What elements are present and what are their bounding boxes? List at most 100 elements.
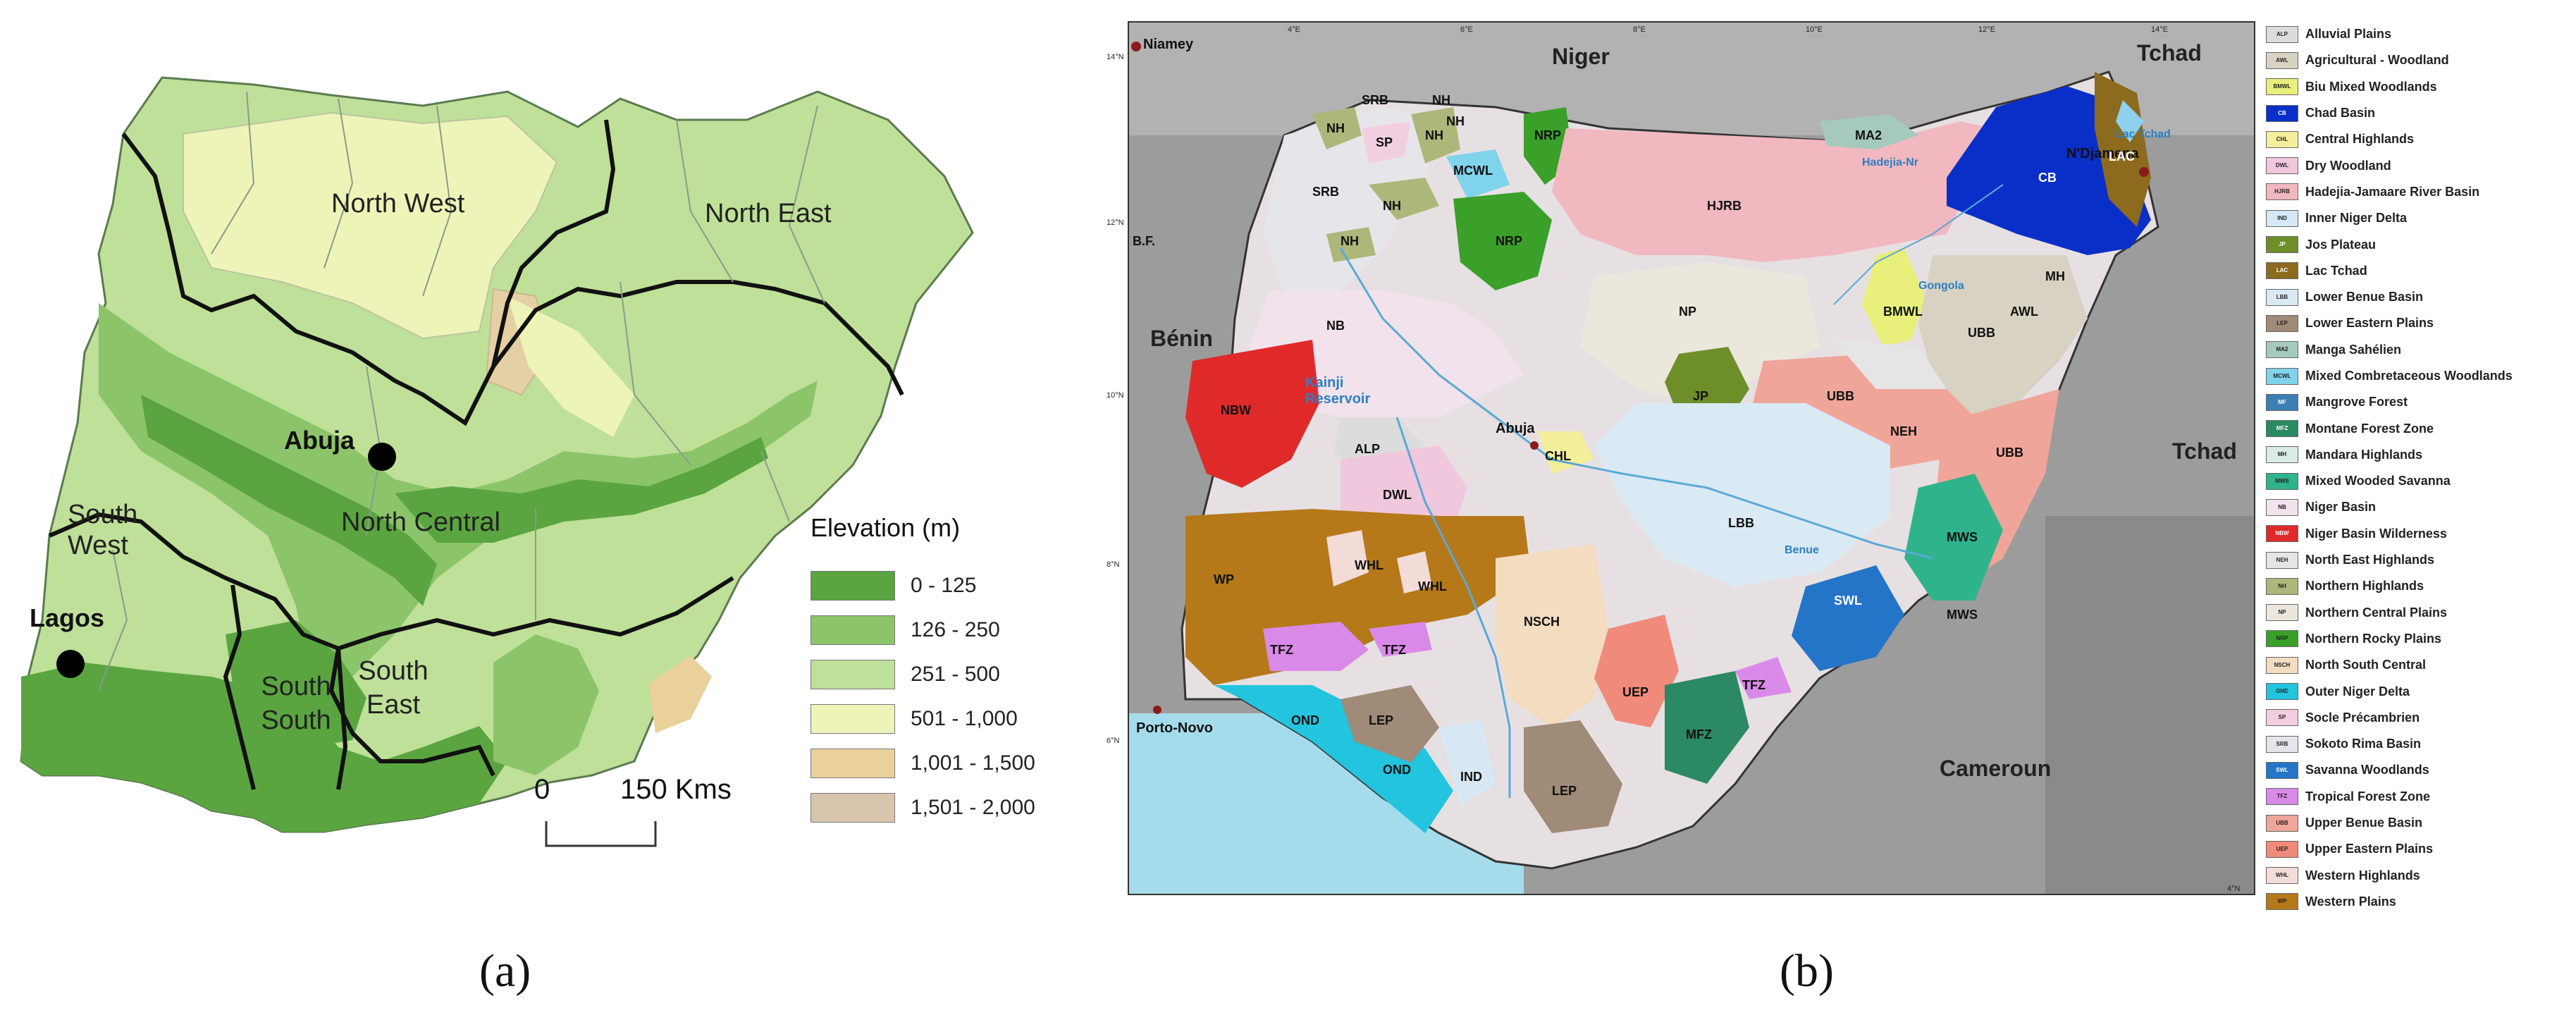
elevation-legend-item: 126 - 250 <box>811 615 1000 645</box>
legend-label: Northern Highlands <box>2305 579 2424 593</box>
legend-label: Mixed Wooded Savanna <box>2305 474 2451 488</box>
legend-item-mcwl: MCWL Mixed Combretaceous Woodlands <box>2266 363 2513 389</box>
country-label-tchad-east: Tchad <box>2172 438 2237 464</box>
legend-label: Lac Tchad <box>2305 263 2367 278</box>
zone-label-uep: UEP <box>1622 685 1649 699</box>
legend-swatch: CB <box>2266 104 2298 122</box>
legend-swatch: NEH <box>2266 551 2298 569</box>
ecological-zones-legend: ALP Alluvial Plains AWL Agricultural - Wood… <box>2266 21 2513 915</box>
zone-label-bmwl: BMWL <box>1883 304 1923 319</box>
legend-item-mh: MH Mandara Highlands <box>2266 442 2513 468</box>
zone-label-whl: WHL <box>1418 579 1447 593</box>
lat-tick: 8°N <box>1107 560 1120 569</box>
city-marker-lagos <box>56 650 85 678</box>
legend-item-lbb: LBB Lower Benue Basin <box>2266 284 2513 310</box>
zone-label-nrp: NRP <box>1534 128 1562 142</box>
city-label-porto-novo: Porto-Novo <box>1136 720 1213 736</box>
zone-label-lep: LEP <box>1369 713 1394 727</box>
legend-swatch: AWL <box>2266 51 2298 69</box>
legend-swatch: LBB <box>2266 288 2298 306</box>
legend-label: Montane Forest Zone <box>2305 421 2434 436</box>
zone-label-nrp: NRP <box>1496 234 1523 248</box>
city-label-ndjamena: N'Djamena <box>2066 146 2139 161</box>
legend-label: Upper Benue Basin <box>2305 816 2423 830</box>
legend-label: Northern Central Plains <box>2305 605 2448 620</box>
legend-item-tfz: TFZ Tropical Forest Zone <box>2266 784 2513 810</box>
legend-item-whl: WHL Western Highlands <box>2266 863 2513 889</box>
lat-tick: 12°N <box>1107 219 1124 227</box>
zone-label-awl: AWL <box>2010 304 2038 319</box>
zone-label-ond: OND <box>1383 763 1411 777</box>
zone-label-tfz: TFZ <box>1742 678 1765 692</box>
legend-label: Western Plains <box>2305 894 2396 909</box>
legend-item-nbw: NBW Niger Basin Wilderness <box>2266 521 2513 547</box>
legend-label: Chad Basin <box>2305 106 2376 121</box>
legend-label: Northern Rocky Plains <box>2305 631 2442 646</box>
legend-swatch: NRP <box>2266 630 2298 648</box>
legend-item-dwl: DWL Dry Woodland <box>2266 152 2513 178</box>
zone-label-tfz: TFZ <box>1270 643 1293 657</box>
zone-label-nh: NH <box>1341 234 1359 248</box>
zone-label-np: NP <box>1679 304 1697 319</box>
legend-item-mws: MWS Mixed Wooded Savanna <box>2266 468 2513 494</box>
legend-swatch: MFZ <box>2266 420 2298 438</box>
lat-tick: 10°N <box>1107 391 1124 400</box>
legend-label: Socle Précambrien <box>2305 710 2420 725</box>
zone-label-nh: NH <box>1326 121 1345 135</box>
legend-swatch <box>811 793 895 823</box>
lon-tick: 14°E <box>2151 25 2168 34</box>
legend-label: Savanna Woodlands <box>2305 763 2429 777</box>
legend-label: Hadejia-Jamaare River Basin <box>2305 184 2480 199</box>
legend-item-uep: UEP Upper Eastern Plains <box>2266 836 2513 862</box>
legend-swatch: UEP <box>2266 840 2298 858</box>
ecological-zones-map: Niger Tchad Bénin Tchad Cameroun Niamey … <box>1128 21 2255 895</box>
lat-tick: 4°N <box>2227 885 2241 893</box>
zone-label-jp: JP <box>1693 389 1709 403</box>
zone-label-nh: NH <box>1446 114 1465 128</box>
legend-label: 0 - 125 <box>911 574 977 597</box>
legend-label: Lower Benue Basin <box>2305 290 2424 304</box>
legend-swatch: MF <box>2266 393 2298 411</box>
legend-label: Mangrove Forest <box>2305 395 2408 410</box>
legend-item-mf: MF Mangrove Forest <box>2266 389 2513 415</box>
zone-label-ind: IND <box>1460 770 1482 784</box>
elevation-map-panel: North West North East North Central Sout… <box>0 0 1043 997</box>
legend-label: Agricultural - Woodland <box>2305 53 2449 68</box>
elevation-legend-item: 1,501 - 2,000 <box>811 793 1035 823</box>
legend-label: Upper Eastern Plains <box>2305 842 2434 856</box>
zone-label-ma2: MA2 <box>1855 128 1882 142</box>
legend-label: Mixed Combretaceous Woodlands <box>2305 369 2513 383</box>
zone-label-dwl: DWL <box>1383 488 1412 502</box>
legend-label: Central Highlands <box>2305 132 2415 147</box>
elevation-legend-title: Elevation (m) <box>811 513 961 542</box>
region-label-north-west: North West <box>331 189 465 219</box>
legend-item-bmwl: BMWL Biu Mixed Woodlands <box>2266 74 2513 100</box>
legend-item-nrp: NRP Northern Rocky Plains <box>2266 626 2513 652</box>
panel-a-caption: (a) <box>479 945 531 997</box>
region-label-north-east: North East <box>705 199 832 228</box>
city-marker-abuja <box>368 443 396 471</box>
zone-label-nh: NH <box>1425 128 1443 142</box>
legend-label: 501 - 1,000 <box>911 707 1018 730</box>
zone-label-ond: OND <box>1291 713 1319 727</box>
legend-swatch: MH <box>2266 446 2298 464</box>
zones-map-graphic <box>1129 23 2254 894</box>
lon-tick: 12°E <box>1978 25 1995 34</box>
zone-label-srb: SRB <box>1362 93 1389 107</box>
legend-swatch: HJRB <box>2266 183 2298 201</box>
legend-swatch: DWL <box>2266 157 2298 175</box>
legend-swatch: SP <box>2266 709 2298 727</box>
elevation-legend-item: 251 - 500 <box>811 660 1000 689</box>
legend-swatch: OND <box>2266 683 2298 701</box>
zone-label-alp: ALP <box>1355 442 1380 456</box>
country-label-cameroun: Cameroun <box>1940 756 2052 781</box>
region-label-south-east: South East <box>358 656 429 720</box>
water-label-hadejia: Hadejia-Nr <box>1862 156 1919 168</box>
legend-item-ond: OND Outer Niger Delta <box>2266 678 2513 704</box>
legend-label: Outer Niger Delta <box>2305 684 2410 699</box>
legend-swatch: BMWL <box>2266 78 2298 96</box>
water-label-lac-tchad: Lac Tchad <box>2116 128 2171 140</box>
legend-label: North East Highlands <box>2305 553 2435 567</box>
legend-item-nh: NH Northern Highlands <box>2266 573 2513 599</box>
legend-label: Lower Eastern Plains <box>2305 316 2434 331</box>
